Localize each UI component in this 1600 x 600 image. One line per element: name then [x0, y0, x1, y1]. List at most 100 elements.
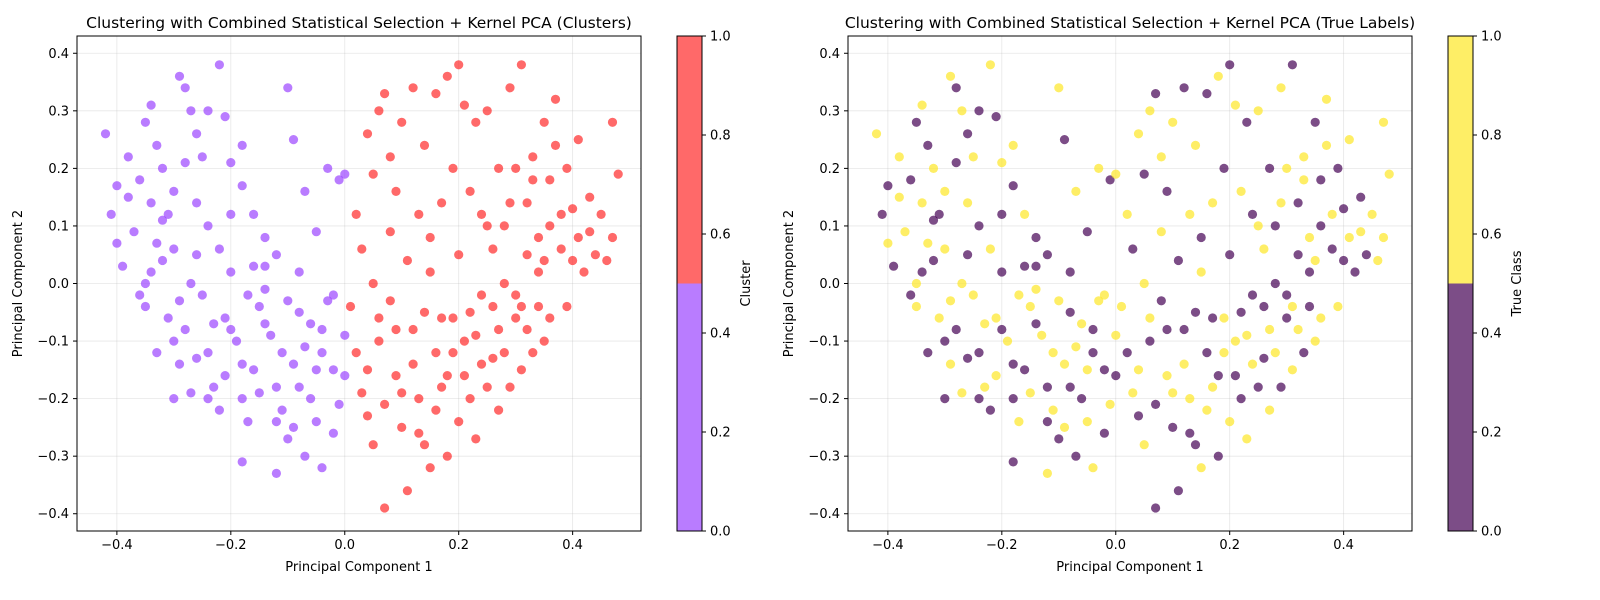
data-point — [1111, 169, 1121, 179]
data-point — [385, 296, 395, 306]
chart-title: Clustering with Combined Statistical Sel… — [845, 14, 1415, 32]
colorbar-tick-label: 0.0 — [710, 525, 731, 540]
data-point — [237, 394, 247, 404]
data-point — [1190, 440, 1201, 450]
data-point — [442, 371, 452, 381]
data-point — [448, 313, 458, 323]
data-point — [140, 117, 150, 127]
points — [871, 60, 1394, 513]
colorbar-tick-label: 0.2 — [1481, 426, 1502, 441]
data-point — [911, 278, 922, 289]
data-point — [940, 336, 950, 346]
data-point — [340, 169, 350, 179]
data-point — [419, 440, 430, 450]
data-point — [1350, 267, 1360, 277]
data-point — [317, 348, 327, 358]
data-point — [1287, 301, 1297, 312]
data-point — [397, 422, 407, 432]
data-point — [545, 221, 555, 231]
data-point — [1304, 267, 1315, 277]
data-point — [163, 313, 173, 323]
data-point — [288, 359, 299, 369]
colorbar-tick-label: 0.2 — [710, 426, 731, 441]
data-point — [1378, 232, 1389, 243]
data-point — [214, 405, 224, 415]
data-point — [129, 227, 139, 237]
data-point — [928, 255, 939, 266]
data-point — [482, 221, 492, 231]
data-point — [431, 405, 441, 415]
data-point — [471, 434, 481, 444]
data-point — [934, 313, 944, 323]
data-point — [1287, 365, 1297, 375]
data-point — [1071, 186, 1081, 196]
data-point — [1253, 382, 1263, 392]
data-point — [328, 428, 338, 438]
data-point — [351, 348, 361, 358]
data-point — [511, 163, 521, 173]
data-point — [1185, 394, 1195, 404]
data-point — [1247, 209, 1258, 219]
data-point — [951, 83, 961, 93]
data-point — [226, 209, 236, 219]
chart-0: −0.4 −0.2 0.0 0.2 0.4 −0.4 −0.3 −0.2 −0.1 0.0 0.1 0… — [11, 14, 754, 575]
x-tick-label: −0.2 — [986, 538, 1018, 553]
data-point — [1048, 405, 1058, 415]
x-axis-label: Principal Component 1 — [1056, 560, 1203, 575]
data-point — [448, 163, 458, 173]
data-point — [1128, 388, 1138, 398]
data-point — [1151, 89, 1161, 99]
data-point — [894, 192, 904, 202]
data-point — [1008, 394, 1018, 404]
data-point — [476, 209, 487, 219]
data-point — [1025, 301, 1035, 312]
data-point — [249, 365, 259, 375]
data-point — [152, 140, 162, 150]
data-point — [528, 152, 538, 162]
data-point — [1042, 468, 1052, 478]
data-point — [214, 60, 224, 70]
y-tick-label: 0.1 — [48, 219, 69, 234]
data-point — [900, 227, 910, 237]
data-point — [1077, 394, 1087, 404]
data-point — [1310, 255, 1320, 266]
data-point — [1208, 313, 1218, 323]
data-point — [1230, 336, 1240, 346]
colorbar-frame — [1447, 35, 1474, 532]
data-point — [271, 417, 281, 427]
data-point — [550, 140, 561, 150]
data-point — [157, 163, 168, 173]
data-point — [112, 238, 122, 248]
data-point — [226, 267, 236, 277]
data-point — [414, 209, 424, 219]
grid — [848, 36, 1412, 531]
data-point — [488, 353, 498, 363]
data-point — [1373, 255, 1383, 266]
data-point — [1156, 296, 1166, 306]
colorbar-tick-label: 0.8 — [710, 129, 731, 144]
data-point — [482, 106, 492, 116]
data-point — [1293, 250, 1303, 260]
data-point — [940, 186, 950, 196]
data-point — [1145, 336, 1155, 346]
data-point — [499, 348, 509, 358]
data-point — [997, 324, 1007, 335]
data-point — [1213, 451, 1223, 461]
data-point — [917, 100, 927, 110]
data-point — [243, 290, 253, 300]
data-point — [1253, 221, 1263, 231]
data-point — [1304, 232, 1315, 243]
data-point — [1361, 250, 1371, 260]
data-point — [522, 324, 532, 335]
data-point — [1225, 60, 1235, 70]
data-point — [192, 198, 202, 208]
data-point — [368, 440, 378, 450]
data-point — [380, 89, 390, 99]
data-point — [951, 158, 961, 168]
data-point — [306, 319, 316, 329]
data-point — [288, 135, 299, 145]
data-point — [471, 117, 481, 127]
data-point — [442, 451, 452, 461]
data-point — [220, 313, 230, 323]
